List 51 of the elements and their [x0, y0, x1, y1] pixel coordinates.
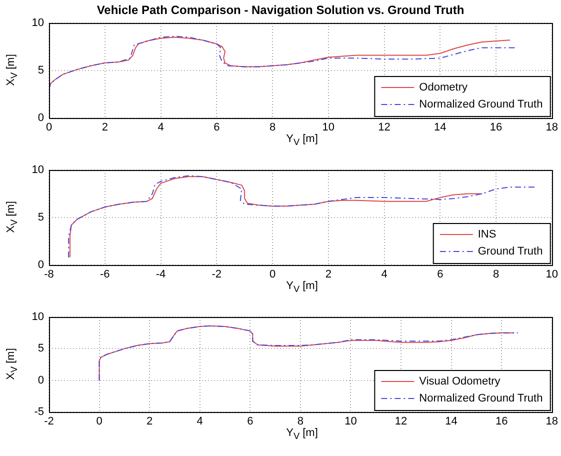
y-tick-label: 5: [38, 342, 44, 355]
legend-label: Visual Odometry: [419, 376, 501, 388]
x-tick-label: -2: [44, 416, 54, 428]
x-tick-label: 4: [196, 416, 203, 428]
x-tick-label: 2: [325, 268, 332, 281]
y-tick-label: 10: [32, 311, 44, 324]
x-tick-label: 6: [214, 122, 220, 134]
legend-label: Normalized Ground Truth: [419, 98, 543, 111]
x-tick-label: 4: [381, 268, 388, 281]
x-tick-label: 8: [297, 416, 304, 428]
x-tick-label: 14: [445, 416, 458, 428]
x-tick-label: 18: [546, 416, 558, 428]
x-tick-label: 10: [546, 268, 558, 281]
y-tick-label: 5: [38, 212, 44, 224]
y-tick-label: 10: [32, 164, 44, 176]
x-tick-label: 8: [492, 268, 500, 281]
x-tick-label: -6: [100, 268, 110, 281]
x-tick-label: 16: [490, 122, 502, 134]
x-tick-label: 10: [344, 416, 357, 428]
x-tick-label: 4: [158, 122, 164, 134]
x-tick-label: -2: [212, 268, 222, 281]
x-tick-label: 18: [546, 122, 558, 134]
x-axis-title: Y$_{V}$ [m]: [285, 280, 319, 294]
x-tick-label: 6: [247, 416, 254, 428]
x-tick-label: 16: [495, 416, 508, 428]
y-tick-label: 5: [38, 64, 44, 77]
x-tick-label: 8: [269, 122, 276, 134]
x-tick-label: -8: [44, 268, 54, 281]
x-tick-label: 2: [146, 416, 153, 428]
y-tick-label: 0: [38, 259, 44, 272]
y-tick-label: 0: [38, 374, 44, 386]
legend-label: INS: [478, 228, 496, 241]
x-tick-label: 14: [434, 122, 446, 134]
legend-label: Normalized Ground Truth: [419, 392, 543, 405]
x-tick-label: -4: [156, 268, 166, 281]
x-tick-label: 0: [96, 416, 102, 428]
x-tick-label: 0: [269, 268, 276, 281]
chart-title: Vehicle Path Comparison - Navigation Solution vs. Ground Truth: [96, 3, 466, 17]
x-tick-label: 0: [46, 122, 52, 134]
x-tick-label: 12: [378, 122, 390, 134]
legend-label: Odometry: [419, 82, 468, 94]
y-tick-label: -5: [34, 406, 44, 418]
legend-label: Ground Truth: [478, 246, 543, 258]
x-axis-title: Y$_{V}$ [m]: [285, 427, 319, 442]
x-tick-label: 12: [394, 416, 408, 428]
x-tick-label: 6: [437, 268, 444, 281]
y-tick-label: 10: [32, 17, 44, 30]
x-axis-title: Y$_{V}$ [m]: [285, 133, 319, 148]
x-tick-label: 2: [102, 122, 108, 134]
y-tick-label: 0: [38, 112, 44, 124]
x-tick-label: 10: [322, 122, 335, 134]
